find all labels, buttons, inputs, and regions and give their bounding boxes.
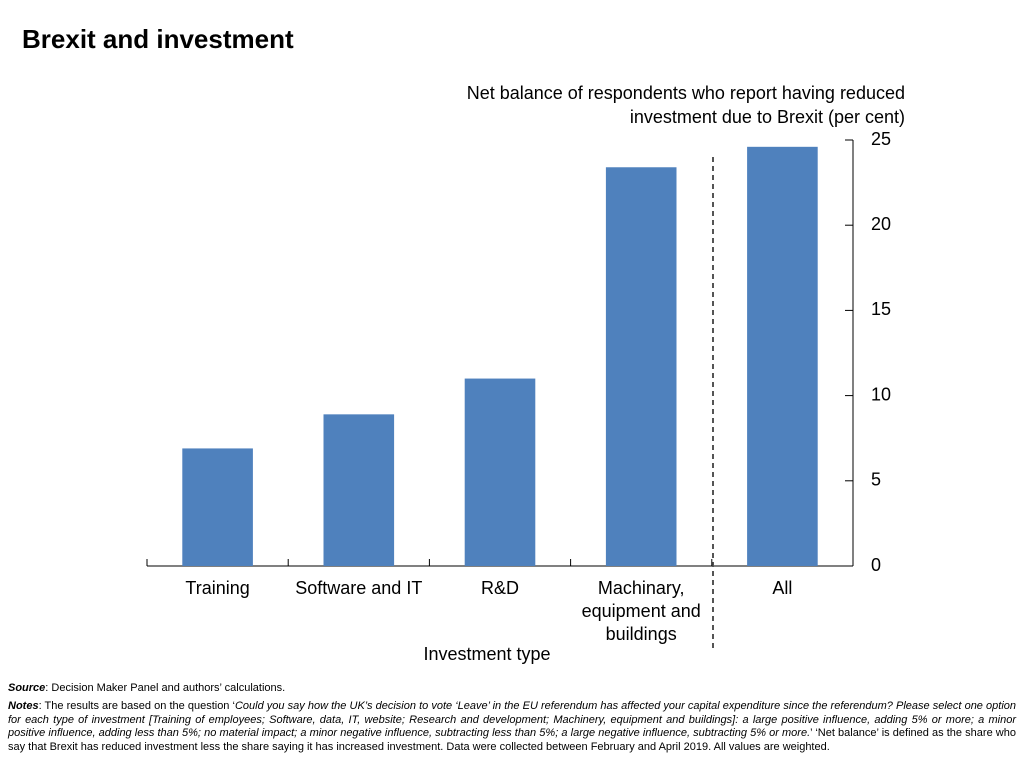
- y-axis-label: Net balance of respondents who report ha…: [466, 83, 905, 127]
- source-label: Source: [8, 682, 46, 694]
- bar: [323, 414, 395, 566]
- y-tick-label: 20: [871, 214, 891, 234]
- notes-suffix: ’ ‘Net balance’ is defined as the share …: [8, 727, 1016, 753]
- notes-prefix: : The results are based on the question …: [38, 700, 235, 712]
- y-tick-label: 15: [871, 299, 891, 319]
- notes-question: Could you say how the UK’s decision to v…: [8, 700, 1016, 739]
- chart-title: Brexit and investment: [22, 24, 294, 54]
- source: Source: Decision Maker Panel and authors…: [8, 682, 1016, 696]
- x-tick-label: Training: [185, 578, 250, 598]
- y-tick-label: 0: [871, 555, 881, 575]
- bar: [182, 448, 253, 566]
- notes: Notes: The results are based on the ques…: [8, 700, 1016, 754]
- y-tick-label: 25: [871, 129, 891, 149]
- x-tick-label: R&D: [480, 578, 519, 598]
- x-tick-label: All: [772, 578, 793, 598]
- bar: [747, 146, 818, 567]
- x-tick-label: Software and IT: [295, 578, 423, 598]
- x-axis-label: Investment type: [423, 644, 551, 664]
- bar: [605, 167, 677, 566]
- y-tick-label: 10: [871, 384, 891, 404]
- y-tick-label: 5: [871, 470, 881, 490]
- bar: [464, 378, 536, 566]
- x-tick-label: Machinary, equipment and buildings: [581, 578, 701, 644]
- source-text: : Decision Maker Panel and authors’ calc…: [45, 682, 286, 694]
- notes-label: Notes: [8, 700, 39, 712]
